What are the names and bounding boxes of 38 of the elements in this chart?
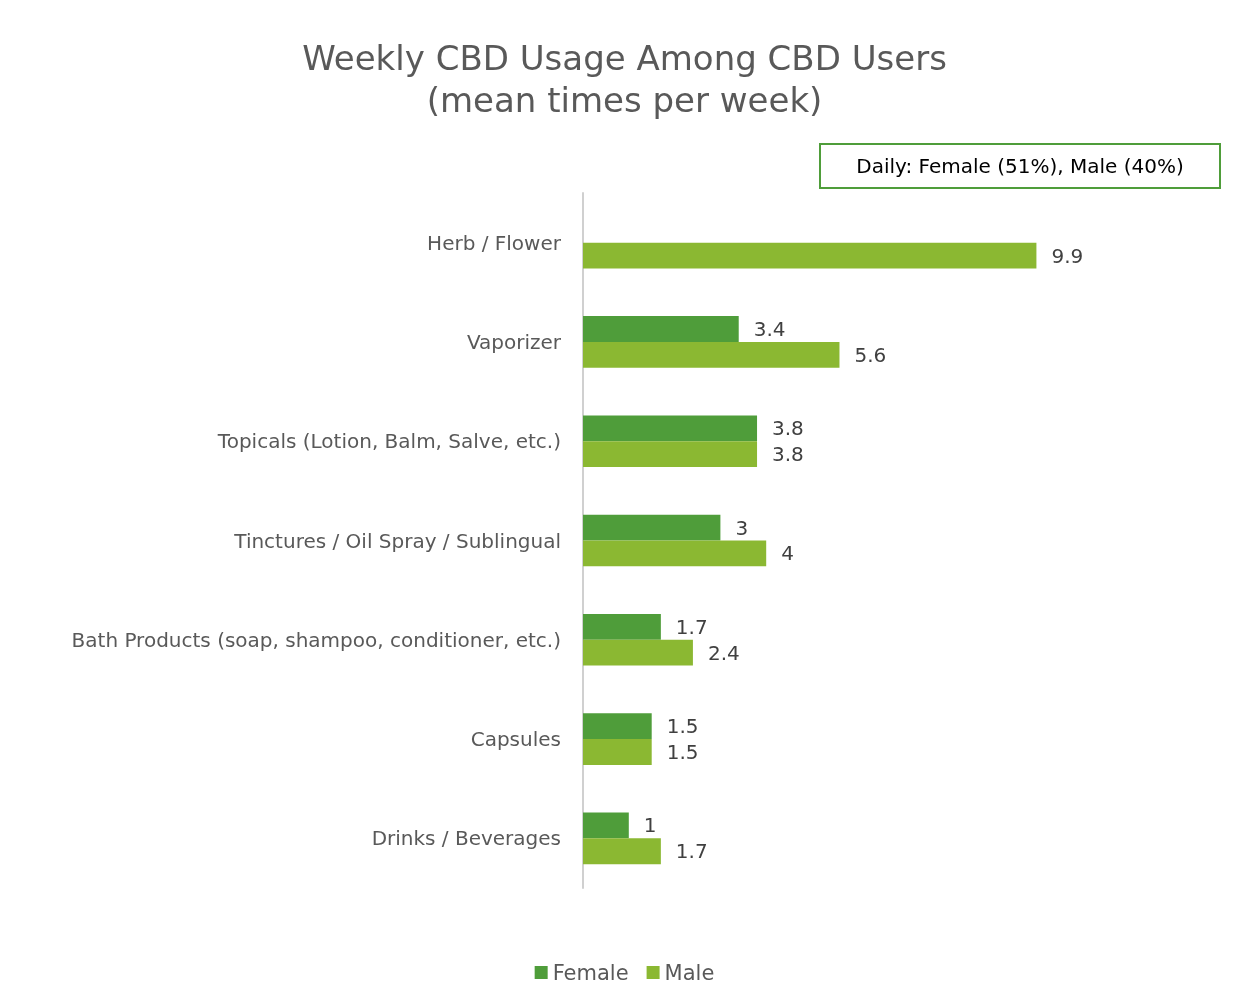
data-label: 3 [735, 515, 749, 540]
bar [583, 514, 721, 541]
data-label: 1.5 [666, 739, 699, 764]
y-tick-label: Capsules [470, 727, 561, 752]
bar [583, 838, 661, 865]
data-label: 2.4 [707, 640, 740, 665]
bar [583, 812, 629, 839]
data-label: 3.8 [772, 416, 804, 441]
y-tick-label: Bath Products (soap, shampoo, conditioner, etc.) [71, 627, 561, 652]
legend-label: Female [552, 960, 629, 985]
y-tick-label: Herb / Flower [427, 230, 562, 255]
data-label: 3.4 [753, 317, 786, 342]
bar [583, 415, 758, 442]
chart-title: Weekly CBD Usage Among CBD Users [302, 38, 947, 78]
data-label: 3.8 [772, 442, 804, 467]
bar [583, 540, 767, 567]
data-label: 1.5 [666, 714, 699, 739]
bar [583, 739, 652, 765]
bar [583, 441, 758, 468]
chart-subtitle: (mean times per week) [426, 80, 823, 120]
data-label: 4 [781, 541, 794, 566]
bar [583, 613, 661, 640]
data-label: 5.6 [854, 342, 887, 367]
y-tick-label: Vaporizer [466, 329, 562, 354]
data-label: 1 [643, 813, 657, 838]
y-tick-label: Tinctures / Oil Spray / Sublingual [233, 528, 561, 553]
text: Daily: Female (51%), Male (40%) [856, 154, 1184, 178]
bar [583, 316, 739, 342]
legend-label: Male [664, 960, 715, 985]
data-label: 9.9 [1051, 243, 1084, 268]
bar [583, 341, 840, 368]
y-tick-label: Topicals (Lotion, Balm, Salve, etc.) [216, 429, 561, 454]
data-label: 1.7 [675, 614, 708, 639]
bar [583, 713, 652, 740]
y-tick-label: Drinks / Beverages [371, 826, 561, 851]
data-label: 1.7 [675, 839, 708, 864]
bar [583, 242, 1037, 269]
bar [583, 639, 693, 666]
